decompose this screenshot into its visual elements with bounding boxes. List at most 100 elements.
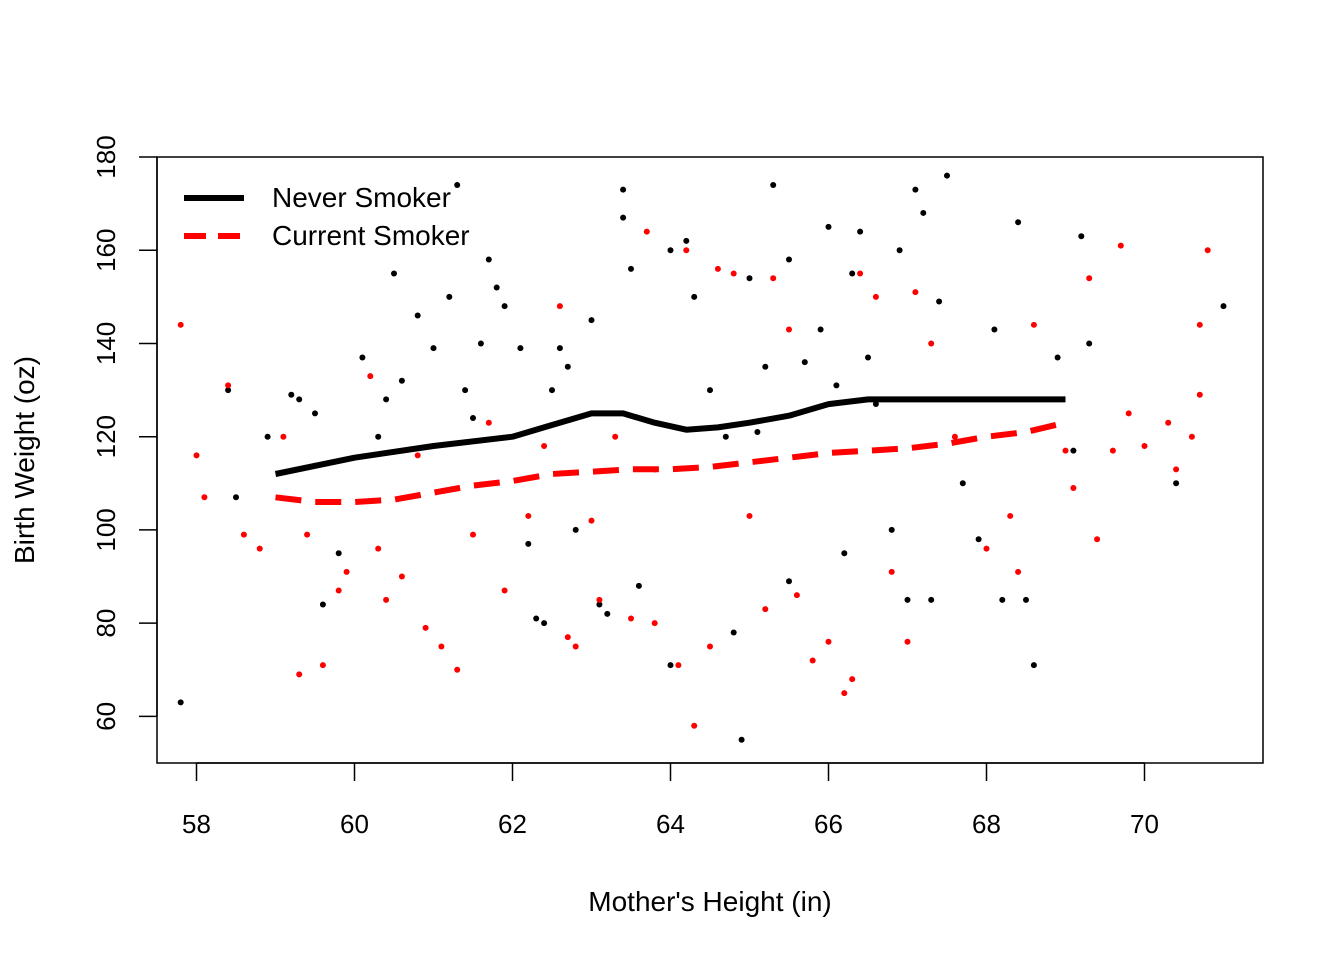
point-current-smoker bbox=[928, 340, 935, 347]
y-tick-label: 100 bbox=[91, 508, 121, 551]
point-current-smoker bbox=[525, 512, 532, 519]
point-current-smoker bbox=[888, 568, 895, 575]
point-never-smoker bbox=[833, 382, 840, 389]
y-tick-label: 80 bbox=[91, 609, 121, 638]
smooth-line-current-smoker bbox=[275, 419, 1067, 505]
point-current-smoker bbox=[501, 587, 508, 594]
point-never-smoker bbox=[296, 396, 303, 403]
point-current-smoker bbox=[746, 512, 753, 519]
point-never-smoker bbox=[446, 293, 453, 300]
point-current-smoker bbox=[1062, 447, 1069, 454]
point-never-smoker bbox=[999, 596, 1006, 603]
point-current-smoker bbox=[422, 624, 429, 631]
smooth-line-never-smoker bbox=[274, 396, 1066, 477]
point-current-smoker bbox=[849, 676, 856, 683]
x-tick-label: 58 bbox=[182, 809, 211, 839]
point-current-smoker bbox=[1173, 466, 1180, 473]
x-axis: 58 60 62 64 66 68 70 bbox=[182, 762, 1159, 839]
point-never-smoker bbox=[683, 237, 690, 244]
point-current-smoker bbox=[201, 494, 208, 501]
point-current-smoker bbox=[951, 433, 958, 440]
point-never-smoker bbox=[556, 345, 563, 352]
point-never-smoker bbox=[904, 596, 911, 603]
smooth-lines-layer bbox=[274, 396, 1067, 505]
point-current-smoker bbox=[1030, 321, 1037, 328]
point-current-smoker bbox=[643, 228, 650, 235]
point-current-smoker bbox=[1117, 242, 1124, 249]
point-current-smoker bbox=[1196, 391, 1203, 398]
point-never-smoker bbox=[825, 223, 832, 230]
point-current-smoker bbox=[454, 666, 461, 673]
point-never-smoker bbox=[920, 209, 927, 216]
x-axis-title: Mother's Height (in) bbox=[588, 886, 831, 917]
point-never-smoker bbox=[770, 181, 777, 188]
point-current-smoker bbox=[375, 545, 382, 552]
point-never-smoker bbox=[786, 256, 792, 263]
point-current-smoker bbox=[825, 638, 832, 645]
y-axis-title: Birth Weight (oz) bbox=[9, 356, 40, 564]
point-never-smoker bbox=[335, 550, 342, 557]
point-current-smoker bbox=[1188, 433, 1195, 440]
point-never-smoker bbox=[541, 620, 548, 627]
point-never-smoker bbox=[1086, 340, 1093, 347]
point-never-smoker bbox=[722, 433, 729, 440]
point-never-smoker bbox=[849, 270, 856, 277]
point-never-smoker bbox=[667, 662, 674, 669]
point-current-smoker bbox=[714, 265, 721, 272]
point-never-smoker bbox=[398, 377, 405, 384]
x-tick-label: 70 bbox=[1130, 809, 1159, 839]
point-current-smoker bbox=[1204, 247, 1211, 254]
point-current-smoker bbox=[304, 531, 311, 538]
point-never-smoker bbox=[319, 601, 326, 608]
point-current-smoker bbox=[1196, 321, 1203, 328]
point-never-smoker bbox=[888, 526, 895, 533]
point-never-smoker bbox=[738, 736, 745, 743]
x-tick-label: 66 bbox=[814, 809, 843, 839]
y-tick-label: 160 bbox=[91, 229, 121, 272]
legend-label-never-smoker: Never Smoker bbox=[272, 182, 451, 213]
point-current-smoker bbox=[177, 321, 184, 328]
point-current-smoker bbox=[470, 531, 476, 538]
point-current-smoker bbox=[683, 247, 690, 254]
point-never-smoker bbox=[928, 596, 935, 603]
point-current-smoker bbox=[256, 545, 263, 552]
point-current-smoker bbox=[343, 568, 350, 575]
point-never-smoker bbox=[1078, 233, 1085, 240]
point-never-smoker bbox=[628, 265, 634, 272]
x-tick-label: 62 bbox=[498, 809, 527, 839]
point-never-smoker bbox=[501, 303, 508, 310]
point-current-smoker bbox=[809, 657, 816, 664]
point-never-smoker bbox=[896, 247, 903, 254]
point-current-smoker bbox=[1109, 447, 1116, 454]
point-current-smoker bbox=[588, 517, 595, 524]
point-never-smoker bbox=[936, 298, 943, 305]
point-never-smoker bbox=[691, 293, 698, 300]
point-never-smoker bbox=[841, 550, 848, 557]
y-tick-label: 140 bbox=[91, 322, 121, 365]
point-current-smoker bbox=[556, 303, 563, 310]
x-tick-label: 64 bbox=[656, 809, 685, 839]
y-tick-label: 180 bbox=[91, 135, 121, 178]
legend-label-current-smoker: Current Smoker bbox=[272, 220, 470, 251]
points-layer bbox=[177, 172, 1227, 743]
point-current-smoker bbox=[1007, 512, 1014, 519]
point-never-smoker bbox=[944, 172, 950, 179]
point-current-smoker bbox=[675, 662, 682, 669]
point-never-smoker bbox=[564, 363, 571, 370]
point-never-smoker bbox=[312, 410, 318, 417]
point-never-smoker bbox=[912, 186, 919, 193]
point-never-smoker bbox=[233, 494, 239, 501]
point-never-smoker bbox=[667, 247, 674, 254]
point-never-smoker bbox=[525, 540, 532, 547]
point-current-smoker bbox=[596, 596, 603, 603]
point-never-smoker bbox=[754, 429, 761, 436]
point-current-smoker bbox=[414, 452, 421, 459]
legend: Never Smoker Current Smoker bbox=[184, 182, 470, 251]
point-never-smoker bbox=[865, 354, 871, 361]
point-never-smoker bbox=[225, 387, 232, 394]
point-never-smoker bbox=[517, 345, 524, 352]
point-never-smoker bbox=[801, 359, 808, 366]
point-current-smoker bbox=[438, 643, 445, 650]
y-tick-label: 120 bbox=[91, 415, 121, 458]
